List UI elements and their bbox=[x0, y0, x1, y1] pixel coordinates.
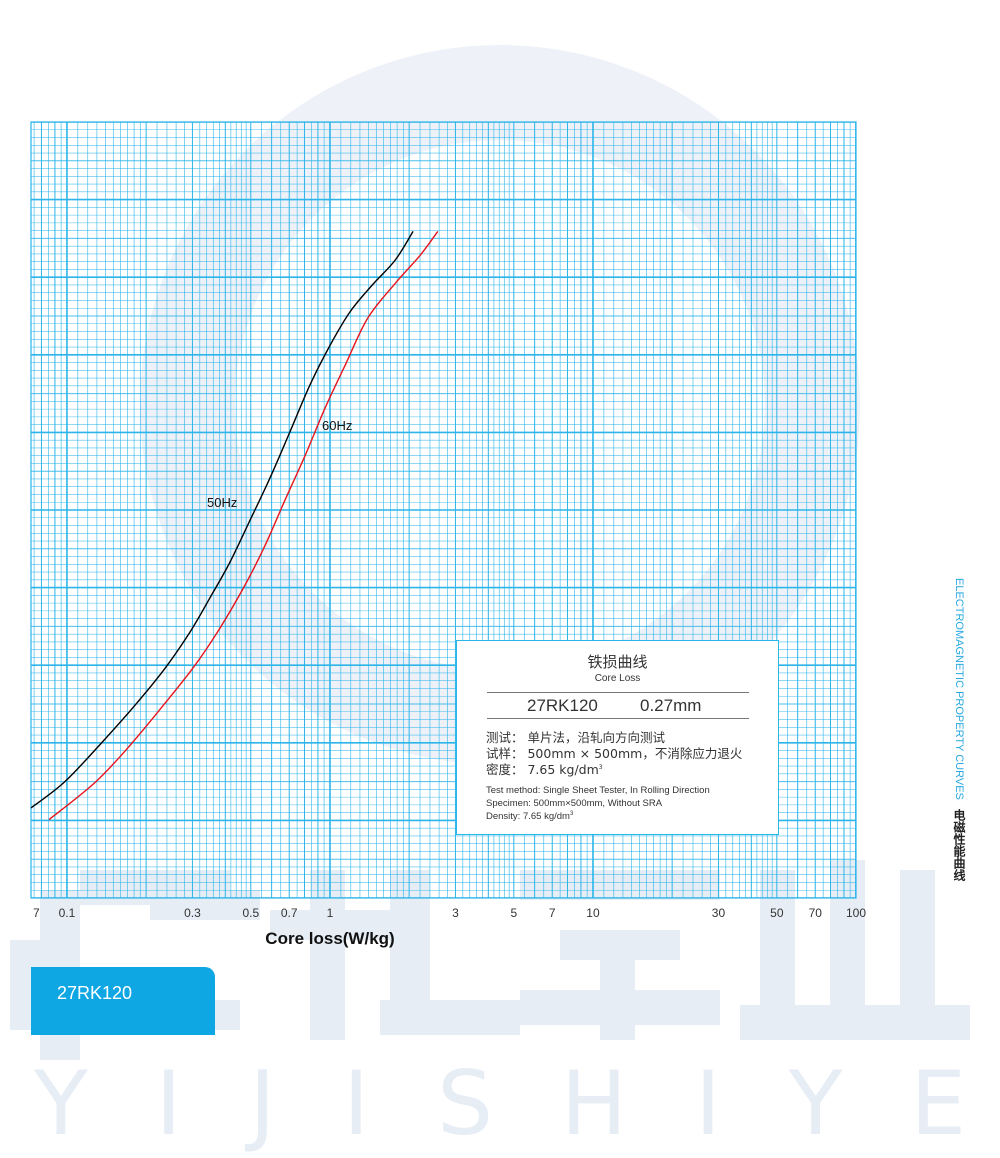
info-title-en: Core Loss bbox=[594, 673, 641, 684]
watermark-stroke bbox=[760, 870, 795, 1020]
side-caption-en: ELECTROMAGNETIC PROPERTY CURVES bbox=[953, 578, 965, 800]
series-line-50Hz bbox=[30, 231, 414, 809]
side-caption: ELECTROMAGNETIC PROPERTY CURVES 电磁性能曲线 bbox=[951, 578, 968, 881]
x-tick-label: 5 bbox=[510, 906, 517, 920]
series-label-50Hz: 50Hz bbox=[207, 495, 237, 510]
specimen-cn: 试样： 500mm × 500mm，不消除应力退火 bbox=[486, 746, 743, 761]
superscript: 3 bbox=[598, 763, 603, 771]
x-tick-label: 7 bbox=[549, 906, 556, 920]
x-tick-label: 100 bbox=[846, 906, 866, 920]
watermark-stroke bbox=[900, 870, 935, 1020]
x-tick-label: 50 bbox=[770, 906, 784, 920]
x-tick-label: 70 bbox=[809, 906, 823, 920]
watermark-stroke bbox=[740, 1005, 970, 1040]
specimen-en: Specimen: 500mm×500mm, Without SRA bbox=[486, 798, 663, 809]
grade: 27RK120 bbox=[527, 696, 598, 715]
thickness: 0.27mm bbox=[640, 696, 702, 715]
info-box: 铁损曲线 Core Loss 27RK120 0.27mm 测试： 单片法，沿轧… bbox=[456, 640, 779, 835]
info-title-cn: 铁损曲线 bbox=[587, 653, 648, 671]
x-tick-label: 0.1 bbox=[59, 906, 76, 920]
x-axis-title: Core loss(W/kg) bbox=[265, 929, 394, 948]
watermark-stroke bbox=[830, 860, 865, 1020]
density-en-text: Density: 7.65 kg/dm bbox=[486, 811, 570, 822]
x-tick-label: 0.5 bbox=[242, 906, 259, 920]
x-tick-label: 1 bbox=[327, 906, 334, 920]
series-line-60Hz bbox=[48, 231, 439, 821]
grade-badge: 27RK120 bbox=[31, 967, 215, 1035]
test-method-en: Test method: Single Sheet Tester, In Rol… bbox=[486, 785, 710, 796]
test-method-cn: 测试： 单片法，沿轧向方向测试 bbox=[486, 730, 665, 745]
watermark-stroke bbox=[600, 940, 635, 1040]
divider bbox=[487, 718, 749, 719]
x-tick-label: 0.3 bbox=[184, 906, 201, 920]
side-caption-cn: 电磁性能曲线 bbox=[952, 808, 966, 881]
watermark-stroke bbox=[150, 890, 260, 920]
watermark-glyph bbox=[740, 860, 970, 1040]
series-label-60Hz: 60Hz bbox=[322, 418, 352, 433]
watermark-stroke bbox=[380, 1000, 520, 1035]
x-tick-label: 0.7 bbox=[281, 906, 298, 920]
x-tick-label: 10 bbox=[586, 906, 600, 920]
density-cn-text: 密度： 7.65 kg/dm bbox=[486, 762, 599, 777]
watermark-stroke bbox=[390, 870, 430, 1010]
plot-border bbox=[30, 121, 857, 899]
density-cn: 密度： 7.65 kg/dm3 bbox=[486, 762, 603, 777]
x-tick-label: 7 bbox=[33, 906, 40, 920]
x-tick-label: 3 bbox=[452, 906, 459, 920]
superscript: 3 bbox=[569, 810, 574, 817]
x-tick-label: 30 bbox=[712, 906, 726, 920]
density-en: Density: 7.65 kg/dm3 bbox=[486, 811, 573, 823]
divider bbox=[487, 692, 749, 693]
